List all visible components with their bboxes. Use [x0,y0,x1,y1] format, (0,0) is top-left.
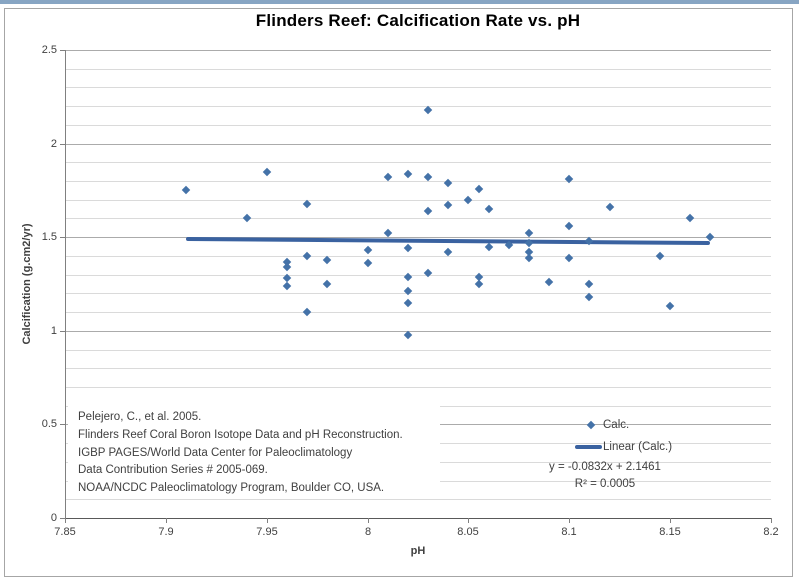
citation-line: IGBP PAGES/World Data Center for Paleocl… [78,446,353,459]
y-axis-tick [60,50,65,51]
y-tick-label: 0 [50,512,57,524]
minor-gridline [65,87,771,88]
minor-gridline [65,69,771,70]
minor-gridline [65,218,771,219]
major-gridline [65,331,771,332]
y-axis-tick [60,518,65,519]
y-tick-label: 2.5 [41,44,57,56]
minor-gridline [65,162,771,163]
major-gridline [65,237,771,238]
x-axis-tick [267,518,268,523]
legend-entry-calc: Calc. [586,419,630,431]
major-gridline [65,50,771,51]
minor-gridline [65,181,771,182]
x-axis-tick [569,518,570,523]
x-tick-label: 7.9 [158,526,174,538]
x-tick-label: 8 [364,526,372,538]
trendline-equation: y = -0.0832x + 2.1461 [549,461,661,473]
x-tick-label: 8.15 [659,526,681,538]
x-axis-tick [166,518,167,523]
citation-text-box: Pelejero, C., et al. 2005. Flinders Reef… [68,400,440,498]
citation-line: Pelejero, C., et al. 2005. [78,411,202,423]
trendline-r-squared: R² = 0.0005 [574,478,636,490]
y-axis-tick [60,144,65,145]
minor-gridline [65,256,771,257]
citation-line: Flinders Reef Coral Boron Isotope Data a… [78,428,403,441]
x-axis-title: pH [410,545,426,557]
x-axis-tick [771,518,772,523]
y-tick-label: 0.5 [41,418,57,430]
minor-gridline [65,275,771,276]
x-tick-label: 7.95 [256,526,278,538]
x-axis-tick [670,518,671,523]
x-tick-label: 8.2 [763,526,779,538]
y-tick-label: 2 [50,138,57,150]
y-tick-label: 1 [50,325,57,337]
minor-gridline [65,368,771,369]
legend-label-calc: Calc. [603,419,630,431]
minor-gridline [65,387,771,388]
major-gridline [65,144,771,145]
chart-title: Flinders Reef: Calcification Rate vs. pH [255,11,581,30]
minor-gridline [65,312,771,313]
x-axis-tick [65,518,66,523]
minor-gridline [65,106,771,107]
x-tick-label: 7.85 [54,526,76,538]
x-tick-label: 8.1 [561,526,577,538]
y-axis-tick [60,424,65,425]
diamond-marker-icon [586,420,596,430]
minor-gridline [65,293,771,294]
x-axis-tick [368,518,369,523]
x-tick-label: 8.05 [457,526,479,538]
y-axis-tick [60,331,65,332]
x-axis-line [65,518,771,519]
legend-label-linear: Linear (Calc.) [603,441,673,453]
y-axis-title: Calcification (g.cm2/yr) [21,223,33,345]
minor-gridline [65,499,771,500]
x-axis-tick [468,518,469,523]
legend-entry-linear: Linear (Calc.) [575,441,672,453]
minor-gridline [65,350,771,351]
citation-line: NOAA/NCDC Paleoclimatology Program, Boul… [78,482,385,495]
trendline-swatch-icon [575,445,602,449]
window-top-strip [0,0,799,4]
y-tick-label: 1.5 [41,231,57,243]
y-axis-tick [60,237,65,238]
minor-gridline [65,200,771,201]
citation-line: Data Contribution Series # 2005-069. [78,464,268,477]
minor-gridline [65,125,771,126]
y-axis-line [65,50,66,518]
